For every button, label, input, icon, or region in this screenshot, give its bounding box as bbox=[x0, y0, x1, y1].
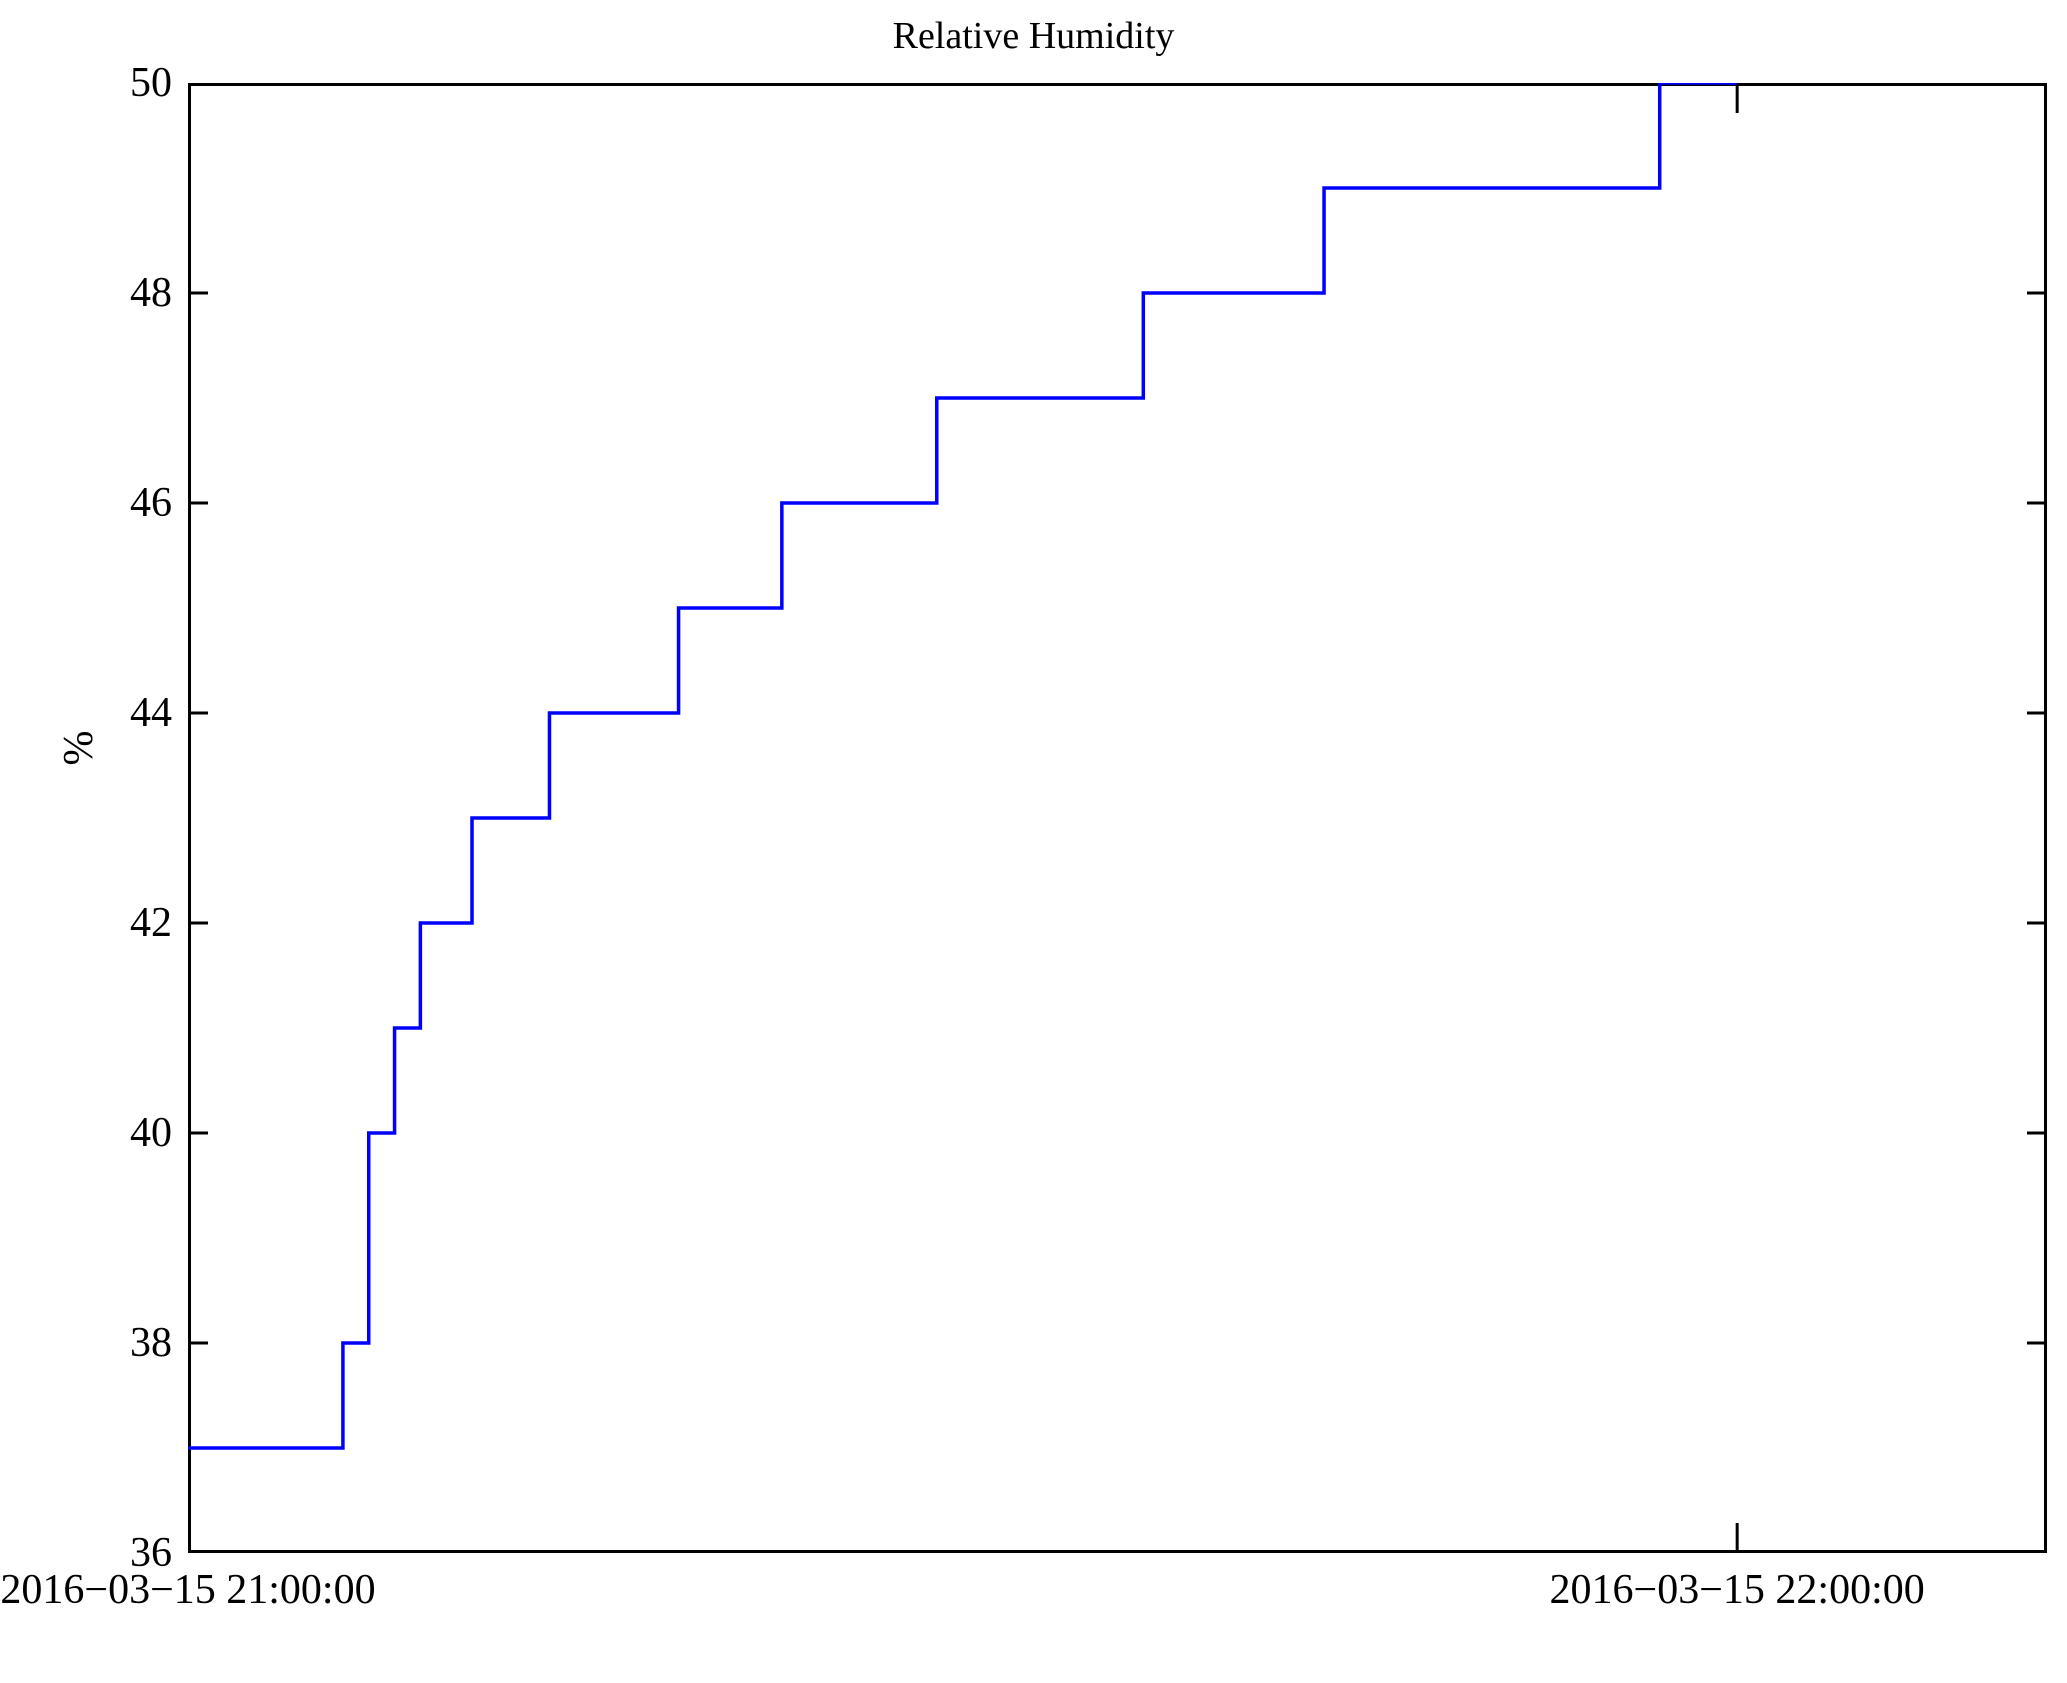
humidity-step-line bbox=[188, 83, 1738, 1450]
y-tick-label: 36 bbox=[130, 1530, 172, 1576]
y-tick-label: 38 bbox=[130, 1320, 172, 1366]
plot-area bbox=[188, 83, 2047, 1553]
chart-title: Relative Humidity bbox=[892, 15, 1175, 57]
x-tick-label: 2016−03−15 21:00:00 bbox=[0, 1567, 376, 1613]
step-line-chart bbox=[188, 83, 2047, 1553]
y-tick-label: 48 bbox=[130, 270, 172, 316]
y-tick-label: 46 bbox=[130, 480, 172, 526]
y-tick-label: 50 bbox=[130, 60, 172, 106]
x-tick-label: 2016−03−15 22:00:00 bbox=[1549, 1567, 1925, 1613]
y-tick-label: 40 bbox=[130, 1110, 172, 1156]
y-tick-label: 44 bbox=[130, 690, 172, 736]
y-tick-label: 42 bbox=[130, 900, 172, 946]
plot-border bbox=[188, 83, 2047, 1553]
